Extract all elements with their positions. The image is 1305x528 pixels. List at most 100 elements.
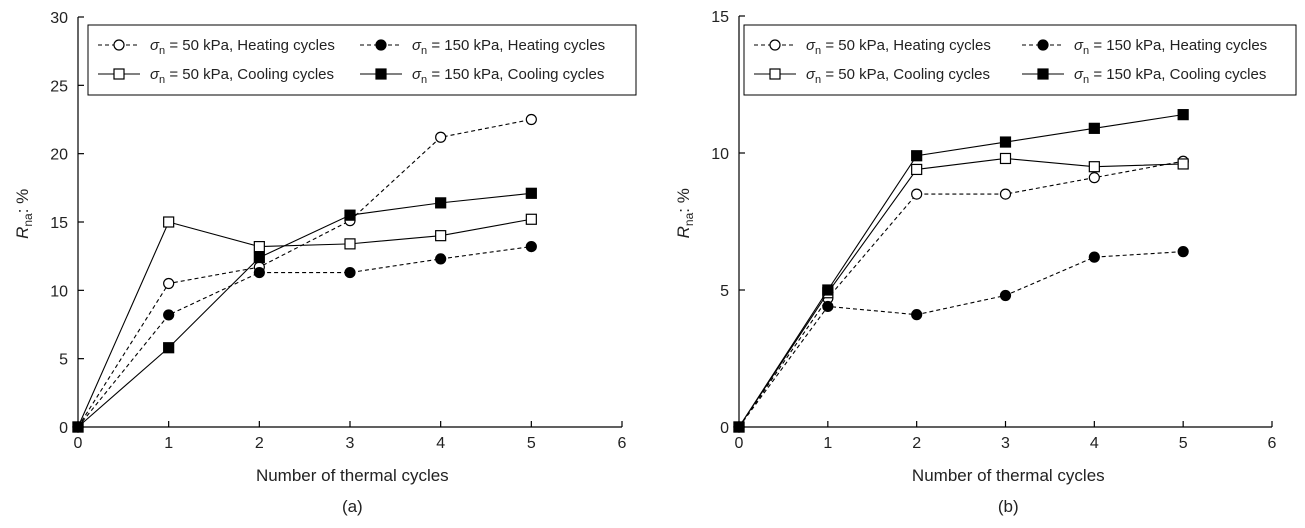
legend-entry: σn = 50 kPa, Cooling cycles	[754, 66, 990, 86]
y-axis-label: Rna: %	[674, 188, 696, 238]
x-tick-label: 1	[164, 435, 173, 452]
data-point	[999, 289, 1012, 302]
y-tick-label: 10	[711, 146, 729, 163]
data-point	[1177, 158, 1189, 170]
y-tick-label: 15	[711, 9, 729, 26]
y-tick-label: 25	[50, 78, 68, 95]
data-point	[1088, 251, 1100, 263]
x-tick-label: 3	[346, 435, 355, 452]
legend-entry: σn = 50 kPa, Cooling cycles	[98, 66, 334, 86]
legend-marker	[375, 68, 387, 80]
data-point	[344, 266, 356, 279]
data-point	[911, 309, 923, 321]
y-tick-label: 5	[720, 283, 729, 300]
series-line	[77, 246, 532, 428]
x-tick-label: 1	[823, 435, 832, 452]
x-tick-label: 6	[618, 435, 627, 452]
data-point	[1088, 172, 1100, 184]
data-point	[733, 421, 745, 433]
y-tick-label: 5	[59, 352, 68, 369]
series-line	[738, 160, 1184, 428]
data-point	[822, 284, 834, 296]
legend-label: σn = 50 kPa, Cooling cycles	[806, 66, 990, 86]
panel-label: (a)	[342, 497, 363, 516]
x-tick-label: 2	[255, 435, 264, 452]
x-tick-label: 4	[436, 435, 445, 452]
legend-box	[87, 24, 637, 96]
legend-label: σn = 150 kPa, Cooling cycles	[412, 66, 604, 86]
data-point	[72, 421, 84, 433]
data-point	[435, 253, 447, 265]
series-2	[72, 213, 537, 433]
x-axis-label: Number of thermal cycles	[912, 466, 1105, 485]
legend-marker	[1037, 39, 1049, 51]
x-tick-label: 5	[527, 435, 536, 452]
series-0	[72, 113, 537, 433]
data-point	[163, 342, 175, 354]
data-point	[911, 188, 923, 200]
legend-label: σn = 50 kPa, Heating cycles	[150, 37, 335, 57]
data-point	[999, 152, 1012, 165]
x-tick-label: 5	[1179, 435, 1188, 452]
legend-marker	[769, 39, 781, 51]
legend-entry: σn = 150 kPa, Heating cycles	[1022, 37, 1267, 57]
data-point	[1088, 122, 1100, 134]
y-tick-label: 0	[59, 420, 68, 437]
data-point	[435, 197, 447, 209]
y-tick-label: 15	[50, 215, 68, 232]
y-tick-label: 0	[720, 420, 729, 437]
x-tick-label: 3	[1001, 435, 1010, 452]
data-point	[525, 213, 537, 225]
series-1	[733, 246, 1189, 433]
data-point	[253, 241, 265, 253]
series-2	[733, 152, 1189, 433]
y-tick-label: 20	[50, 147, 68, 164]
data-point	[253, 266, 265, 279]
legend-label: σn = 150 kPa, Cooling cycles	[1074, 66, 1266, 86]
data-point	[1177, 246, 1189, 258]
data-point	[344, 209, 356, 221]
y-axis-label: Rna: %	[13, 189, 35, 239]
legend-entry: σn = 50 kPa, Heating cycles	[754, 37, 991, 57]
legend-marker	[113, 39, 125, 51]
series-1	[72, 241, 537, 433]
data-point	[999, 136, 1012, 148]
data-point	[1177, 109, 1189, 121]
data-point	[525, 241, 537, 253]
series-3	[733, 109, 1189, 433]
legend-marker	[113, 68, 125, 80]
data-point	[911, 150, 923, 162]
series-line	[738, 157, 1184, 428]
data-point	[163, 309, 175, 321]
y-tick-label: 10	[50, 283, 68, 300]
panel-label: (b)	[998, 497, 1019, 516]
legend-label: σn = 50 kPa, Cooling cycles	[150, 66, 334, 86]
data-point	[911, 163, 923, 176]
x-tick-label: 0	[735, 435, 744, 452]
data-point	[1088, 161, 1100, 173]
legend-entry: σn = 150 kPa, Heating cycles	[360, 37, 605, 57]
legend-marker	[1037, 68, 1049, 80]
y-tick-label: 30	[50, 10, 68, 27]
data-point	[999, 188, 1012, 200]
legend-entry: σn = 150 kPa, Cooling cycles	[1022, 66, 1266, 86]
data-point	[435, 230, 447, 242]
data-point	[822, 300, 834, 313]
legend: σn = 50 kPa, Heating cycles σn = 150 kPa,…	[87, 24, 637, 96]
data-point	[163, 277, 175, 290]
legend-box	[743, 24, 1297, 96]
legend-label: σn = 150 kPa, Heating cycles	[1074, 37, 1267, 57]
series-0	[733, 155, 1189, 433]
legend-entry: σn = 50 kPa, Heating cycles	[98, 37, 335, 57]
legend-marker	[769, 68, 781, 80]
data-point	[525, 187, 537, 199]
series-line	[77, 118, 532, 428]
x-tick-label: 6	[1268, 435, 1277, 452]
series-line	[77, 218, 532, 428]
data-point	[525, 113, 537, 126]
series-line	[738, 251, 1184, 428]
legend-label: σn = 150 kPa, Heating cycles	[412, 37, 605, 57]
legend: σn = 50 kPa, Heating cycles σn = 150 kPa,…	[743, 24, 1297, 96]
